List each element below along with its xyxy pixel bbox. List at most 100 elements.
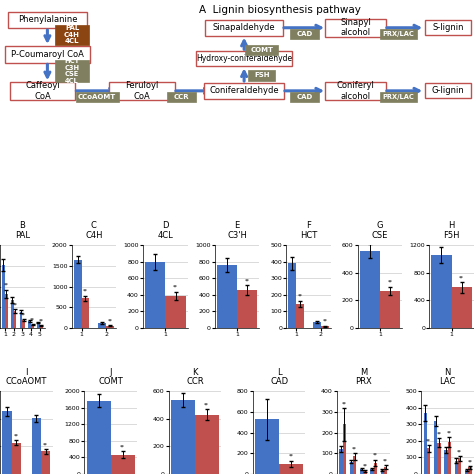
Text: **: ** bbox=[426, 438, 431, 444]
FancyBboxPatch shape bbox=[109, 82, 175, 100]
Bar bbox=[374, 463, 377, 474]
Bar bbox=[22, 320, 25, 328]
Text: FSH: FSH bbox=[254, 73, 269, 78]
Bar bbox=[32, 419, 41, 474]
Bar bbox=[434, 421, 438, 474]
Text: Feruloyl
CoA: Feruloyl CoA bbox=[126, 81, 159, 100]
Bar bbox=[321, 326, 329, 328]
Text: B: B bbox=[19, 221, 25, 230]
Bar bbox=[11, 300, 14, 328]
Text: L: L bbox=[277, 367, 282, 376]
FancyBboxPatch shape bbox=[245, 45, 278, 55]
Text: HCT
C3H
CSE
4CL: HCT C3H CSE 4CL bbox=[64, 58, 80, 84]
Bar bbox=[360, 469, 364, 474]
Bar bbox=[444, 450, 447, 474]
Text: CAD: CAD bbox=[270, 377, 288, 386]
FancyBboxPatch shape bbox=[75, 92, 118, 102]
Bar bbox=[28, 321, 31, 328]
Text: **: ** bbox=[108, 319, 113, 323]
Bar bbox=[255, 419, 279, 474]
Bar bbox=[217, 265, 237, 328]
Text: Hydroxy-coniferaldehyde: Hydroxy-coniferaldehyde bbox=[196, 54, 292, 63]
Text: **: ** bbox=[373, 453, 378, 458]
FancyBboxPatch shape bbox=[425, 83, 471, 99]
Bar bbox=[427, 448, 430, 474]
Text: PAL
C4H
4CL: PAL C4H 4CL bbox=[64, 25, 80, 44]
FancyBboxPatch shape bbox=[167, 92, 196, 102]
Text: E: E bbox=[234, 221, 240, 230]
Text: **: ** bbox=[437, 432, 441, 437]
Text: PAL: PAL bbox=[15, 231, 30, 240]
Text: C3'H: C3'H bbox=[227, 231, 247, 240]
FancyBboxPatch shape bbox=[55, 60, 89, 82]
Text: **: ** bbox=[447, 430, 452, 435]
Text: D: D bbox=[162, 221, 169, 230]
Bar bbox=[370, 469, 374, 474]
Bar bbox=[171, 400, 195, 474]
Text: H: H bbox=[448, 221, 455, 230]
Text: Coniferyl
alcohol: Coniferyl alcohol bbox=[337, 81, 374, 100]
Bar bbox=[37, 322, 40, 328]
Bar bbox=[279, 464, 303, 474]
Bar bbox=[41, 451, 50, 474]
Text: CCR: CCR bbox=[186, 377, 204, 386]
Bar bbox=[431, 255, 452, 328]
Bar bbox=[452, 287, 472, 328]
Text: PRX/LAC: PRX/LAC bbox=[383, 31, 414, 37]
Bar bbox=[73, 260, 82, 328]
Bar bbox=[5, 294, 8, 328]
Text: F: F bbox=[306, 221, 311, 230]
Text: Coniferaldehyde: Coniferaldehyde bbox=[210, 86, 279, 95]
Text: **: ** bbox=[12, 302, 18, 308]
FancyBboxPatch shape bbox=[325, 19, 386, 36]
Text: PRX/LAC: PRX/LAC bbox=[383, 94, 414, 100]
FancyBboxPatch shape bbox=[290, 92, 319, 102]
Bar bbox=[31, 325, 34, 328]
FancyBboxPatch shape bbox=[196, 51, 292, 66]
Bar bbox=[313, 322, 321, 328]
FancyBboxPatch shape bbox=[5, 46, 90, 63]
Bar bbox=[19, 312, 22, 328]
FancyBboxPatch shape bbox=[248, 70, 275, 81]
Bar bbox=[353, 456, 356, 474]
Text: S-lignin: S-lignin bbox=[432, 23, 464, 32]
Bar bbox=[381, 470, 384, 474]
Bar bbox=[447, 442, 451, 474]
Text: CCR: CCR bbox=[173, 94, 189, 100]
Text: A  Lignin biosynthesis pathway: A Lignin biosynthesis pathway bbox=[199, 5, 361, 15]
Text: **: ** bbox=[388, 280, 393, 285]
FancyBboxPatch shape bbox=[380, 29, 417, 39]
Text: **: ** bbox=[173, 285, 178, 290]
Bar bbox=[14, 311, 17, 328]
Bar bbox=[40, 326, 43, 328]
FancyBboxPatch shape bbox=[10, 82, 75, 100]
Text: Caffeoyl
CoA: Caffeoyl CoA bbox=[25, 81, 60, 100]
Text: HCT: HCT bbox=[300, 231, 317, 240]
Bar bbox=[288, 264, 296, 328]
Bar bbox=[458, 458, 461, 474]
Text: K: K bbox=[192, 367, 198, 376]
Bar bbox=[237, 290, 257, 328]
Bar bbox=[99, 323, 106, 328]
Text: CCoAOMT: CCoAOMT bbox=[78, 94, 116, 100]
Text: **: ** bbox=[383, 458, 388, 463]
Bar bbox=[296, 304, 304, 328]
Bar bbox=[87, 401, 110, 474]
Bar bbox=[438, 443, 441, 474]
Text: **: ** bbox=[204, 402, 210, 408]
FancyBboxPatch shape bbox=[206, 20, 283, 36]
Text: I: I bbox=[25, 367, 27, 376]
Text: **: ** bbox=[43, 443, 48, 447]
Text: PRX: PRX bbox=[355, 377, 372, 386]
Bar bbox=[343, 424, 346, 474]
Text: **: ** bbox=[30, 318, 35, 323]
Bar bbox=[106, 326, 114, 328]
Bar bbox=[165, 296, 186, 328]
Bar bbox=[424, 413, 427, 474]
Text: Phenylalanine: Phenylalanine bbox=[18, 15, 77, 24]
Bar bbox=[82, 298, 90, 328]
Text: **: ** bbox=[342, 401, 347, 406]
Text: P-Coumaroyl CoA: P-Coumaroyl CoA bbox=[11, 50, 84, 59]
Text: **: ** bbox=[459, 275, 465, 280]
Bar bbox=[384, 467, 387, 474]
